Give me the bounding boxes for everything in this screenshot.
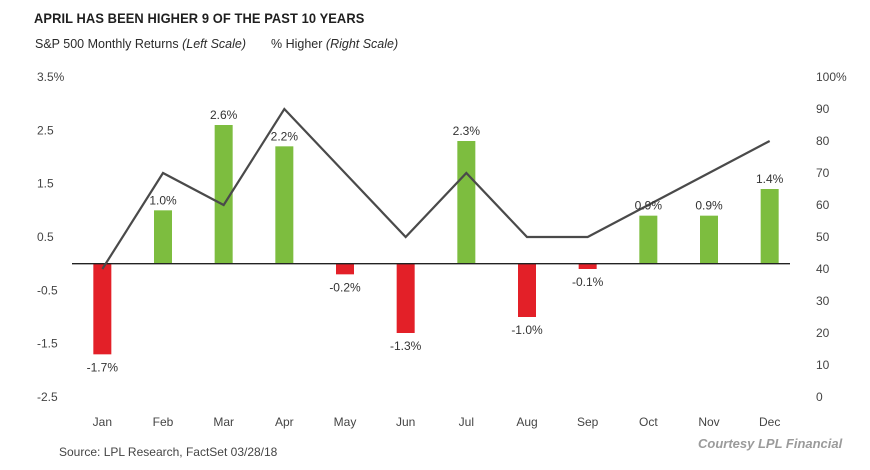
right-axis-tick-label: 60 <box>816 198 830 212</box>
legend-series-1-scale: (Left Scale) <box>182 37 247 51</box>
bar-data-label: 0.9% <box>635 199 663 213</box>
bar-data-label: 2.2% <box>271 129 299 143</box>
bar-data-label: 0.9% <box>695 199 723 213</box>
bar <box>214 125 233 264</box>
bar-data-label: 1.0% <box>149 193 177 207</box>
right-axis-tick-label: 40 <box>816 262 830 276</box>
x-axis-tick-label: Feb <box>153 415 174 429</box>
x-axis-tick-label: Mar <box>213 415 234 429</box>
bar <box>518 263 536 317</box>
bar-data-label: -1.7% <box>87 360 119 374</box>
right-axis-tick-label: 30 <box>816 294 830 308</box>
bar <box>275 146 294 264</box>
chart-title: APRIL HAS BEEN HIGHER 9 OF THE PAST 10 Y… <box>34 10 365 26</box>
bar <box>396 263 415 333</box>
x-axis-tick-label: Dec <box>759 415 780 429</box>
bar-data-label: -0.2% <box>329 280 361 294</box>
bar <box>700 215 718 264</box>
x-axis-tick-label: Jan <box>93 415 112 429</box>
right-axis-tick-label: 80 <box>816 134 830 148</box>
bar-data-label: 1.4% <box>756 172 784 186</box>
source-note: Source: LPL Research, FactSet 03/28/18 <box>59 445 278 459</box>
left-axis-tick-label: 1.5 <box>37 177 54 191</box>
left-axis-tick-label: 0.5 <box>37 230 54 244</box>
x-axis-tick-label: Nov <box>698 415 719 429</box>
bar <box>336 263 354 275</box>
left-axis-tick-label: -1.5 <box>37 337 58 351</box>
bar-data-label: 2.3% <box>453 124 481 138</box>
x-axis-tick-label: Sep <box>577 415 599 429</box>
bar-data-label: -1.3% <box>390 339 422 353</box>
x-axis-tick-label: Jul <box>459 415 474 429</box>
x-axis-tick-label: Jun <box>396 415 415 429</box>
x-axis-tick-label: Apr <box>275 415 294 429</box>
bar <box>93 263 112 355</box>
right-axis-tick-label: 10 <box>816 358 830 372</box>
right-axis-tick-label: 0 <box>816 390 823 404</box>
legend-series-2: % Higher (Right Scale) <box>271 37 398 51</box>
bar-data-label: 2.6% <box>210 108 238 122</box>
legend-series-2-name: % Higher <box>271 37 323 51</box>
x-axis-tick-label: Aug <box>516 415 537 429</box>
right-axis-tick-label: 70 <box>816 166 830 180</box>
bar <box>639 215 658 264</box>
bar <box>457 141 476 264</box>
right-axis-tick-label: 50 <box>816 230 830 244</box>
bar <box>578 263 597 269</box>
legend-series-1: S&P 500 Monthly Returns (Left Scale) <box>35 37 246 51</box>
left-axis-tick-label: -2.5 <box>37 390 58 404</box>
x-axis-tick-label: May <box>334 415 357 429</box>
bar-data-label: -1.0% <box>511 323 543 337</box>
x-axis-tick-label: Oct <box>639 415 658 429</box>
right-axis-tick-label: 90 <box>816 102 830 116</box>
right-axis-tick-label: 100% <box>816 70 847 84</box>
legend-series-2-scale: (Right Scale) <box>325 37 399 51</box>
left-axis-tick-label: -0.5 <box>37 283 58 297</box>
watermark: Courtesy LPL Financial <box>698 436 843 451</box>
bar-data-label: -0.1% <box>572 275 604 289</box>
left-axis-tick-label: 3.5% <box>37 70 65 84</box>
right-axis-tick-label: 20 <box>816 326 830 340</box>
legend-series-1-name: S&P 500 Monthly Returns <box>35 37 179 51</box>
left-axis-tick-label: 2.5 <box>37 123 54 137</box>
bar <box>154 210 172 264</box>
series-line-pct-higher <box>101 107 771 270</box>
bar <box>760 189 779 264</box>
